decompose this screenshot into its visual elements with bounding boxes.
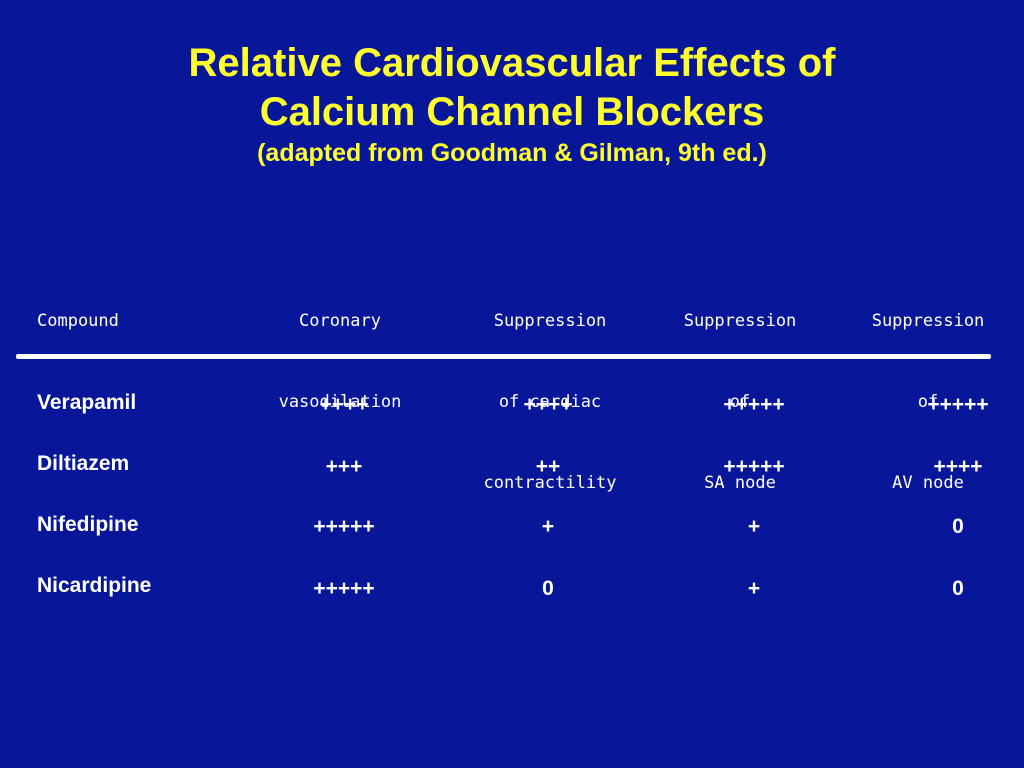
header-line: contractility — [483, 473, 617, 493]
cell-av-node: +++++ — [927, 393, 989, 416]
cell-sa-node: +++++ — [723, 455, 785, 478]
slide-subtitle: (adapted from Goodman & Gilman, 9th ed.) — [257, 139, 767, 167]
cell-coronary-vasodilation: +++++ — [313, 577, 375, 600]
cell-cardiac-contractility: 0 — [542, 577, 554, 600]
cell-coronary-vasodilation: +++ — [325, 455, 363, 478]
row-compound-name: Nifedipine — [37, 513, 139, 536]
header-line: AV node — [892, 473, 964, 493]
row-compound-name: Nicardipine — [37, 574, 152, 597]
header-av-node: Suppression of AV node — [848, 254, 1008, 551]
header-line: of cardiac — [498, 392, 602, 412]
slide-title-line-1: Relative Cardiovascular Effects of — [188, 41, 836, 85]
header-coronary-vasodilation: Coronary vasodilation — [260, 254, 420, 470]
header-line: vasodilation — [278, 392, 402, 412]
header-divider — [16, 354, 991, 359]
cell-cardiac-contractility: ++++ — [523, 393, 573, 416]
header-line: Suppression — [683, 311, 797, 331]
cell-sa-node: + — [747, 577, 761, 600]
header-cardiac-contractility: Suppression of cardiac contractility — [470, 254, 630, 551]
header-sa-node: Suppression of SA node — [660, 254, 820, 551]
header-compound: Compound — [37, 254, 119, 389]
header-compound-line: Compound — [37, 311, 119, 331]
cell-cardiac-contractility: + — [541, 515, 555, 538]
header-line: of — [917, 392, 939, 412]
slide-title-line-2: Calcium Channel Blockers — [259, 90, 765, 134]
cell-cardiac-contractility: ++ — [535, 455, 561, 478]
cell-sa-node: + — [747, 515, 761, 538]
header-line: SA node — [704, 473, 776, 493]
cell-sa-node: +++++ — [723, 393, 785, 416]
cell-av-node: 0 — [952, 577, 964, 600]
header-line: Suppression — [493, 311, 607, 331]
row-compound-name: Diltiazem — [37, 452, 130, 475]
cell-av-node: ++++ — [933, 455, 983, 478]
cell-av-node: 0 — [952, 515, 964, 538]
cell-coronary-vasodilation: ++++ — [319, 393, 369, 416]
header-line: Coronary — [299, 311, 381, 331]
cell-coronary-vasodilation: +++++ — [313, 515, 375, 538]
header-line: Suppression — [871, 311, 985, 331]
row-compound-name: Verapamil — [37, 391, 137, 414]
header-line: of — [729, 392, 751, 412]
